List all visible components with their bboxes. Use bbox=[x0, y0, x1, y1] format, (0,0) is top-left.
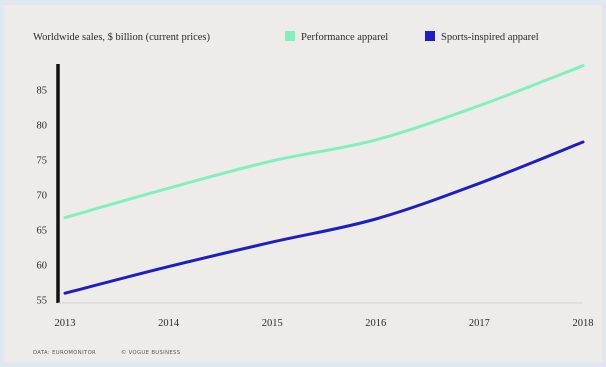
y-tick-label: 80 bbox=[37, 121, 48, 132]
legend-label-performance-apparel: Performance apparel bbox=[301, 32, 388, 43]
x-axis-tick-labels: 2013 2014 2015 2016 2017 2018 bbox=[55, 318, 594, 329]
y-tick-label: 75 bbox=[37, 156, 48, 167]
y-tick-label: 70 bbox=[37, 191, 48, 202]
y-tick-label: 85 bbox=[37, 86, 48, 97]
y-tick-label: 65 bbox=[37, 226, 48, 237]
legend-label-sports-inspired-apparel: Sports-inspired apparel bbox=[441, 32, 539, 43]
series-line-performance-apparel bbox=[63, 64, 585, 220]
y-tick-label: 60 bbox=[37, 261, 48, 272]
x-tick-label: 2015 bbox=[262, 318, 283, 329]
x-tick-label: 2017 bbox=[469, 318, 490, 329]
legend-swatch-performance-apparel bbox=[285, 31, 295, 41]
x-tick-label: 2016 bbox=[365, 318, 386, 329]
x-tick-label: 2014 bbox=[158, 318, 180, 329]
source-note: DATA: EUROMONITOR bbox=[33, 350, 96, 356]
x-tick-label: 2013 bbox=[55, 318, 76, 329]
y-tick-label: 55 bbox=[37, 296, 48, 307]
legend: Performance apparel Sports-inspired appa… bbox=[285, 31, 539, 43]
legend-swatch-sports-inspired-apparel bbox=[425, 31, 435, 41]
x-tick-label: 2018 bbox=[573, 318, 594, 329]
series-lines bbox=[63, 64, 585, 295]
y-axis-tick-labels: 55 60 65 70 75 80 85 bbox=[37, 86, 48, 307]
chart-title: Worldwide sales, $ billion (current pric… bbox=[33, 32, 211, 43]
series-line-sports-inspired-apparel bbox=[63, 140, 585, 295]
credit-note: © VOGUE BUSINESS bbox=[121, 349, 180, 356]
